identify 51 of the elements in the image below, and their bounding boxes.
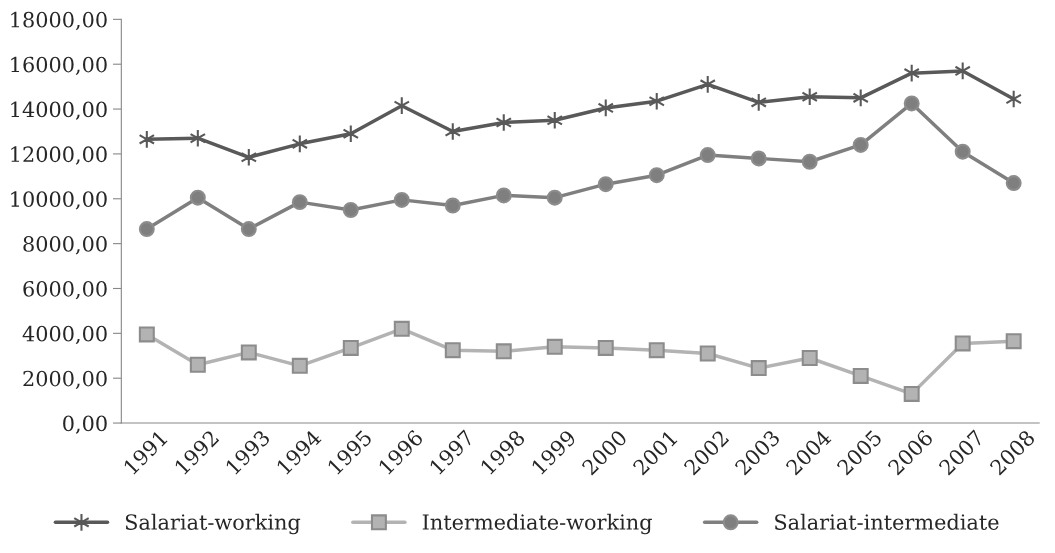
legend-label: Salariat-intermediate [775, 513, 999, 530]
point [546, 189, 563, 206]
y-tick-label: 8000,00 [23, 236, 107, 255]
point [852, 367, 869, 384]
point [240, 344, 257, 361]
point [903, 385, 920, 402]
point [189, 189, 206, 206]
point [1005, 175, 1022, 192]
point [393, 320, 410, 337]
point [852, 136, 869, 153]
y-tick-label: 10000,00 [11, 191, 107, 210]
y-tick-label: 16000,00 [11, 56, 107, 75]
point [240, 221, 257, 238]
point [138, 326, 155, 343]
y-tick-label: 18000,00 [11, 11, 107, 31]
y-tick-label: 14000,00 [11, 101, 107, 120]
point [342, 202, 359, 218]
point [189, 356, 206, 373]
y-tick-label: 0,00 [63, 415, 107, 434]
point [699, 345, 716, 362]
point [699, 147, 716, 164]
y-tick-label: 4000,00 [22, 325, 107, 345]
point [801, 350, 818, 366]
point [750, 360, 767, 377]
point [495, 187, 512, 204]
point [648, 167, 665, 184]
legend-label: Intermediate-working [422, 513, 652, 535]
y-tick-label: 12000,00 [11, 146, 107, 165]
point [750, 92, 767, 112]
point [444, 197, 461, 214]
point [954, 143, 971, 160]
legend-label: Salariat-working [125, 513, 301, 535]
point [648, 342, 665, 359]
point [597, 339, 614, 356]
point [954, 335, 971, 352]
point [597, 176, 614, 193]
point [189, 128, 207, 148]
point [801, 153, 818, 170]
point [1005, 333, 1022, 350]
y-tick-label: 6000,00 [23, 280, 107, 300]
y-tick-label: 2000,00 [23, 370, 107, 389]
point [444, 342, 461, 359]
point [546, 338, 563, 355]
point [903, 95, 920, 112]
point [750, 150, 767, 167]
point [138, 221, 155, 238]
point [291, 357, 308, 374]
point [393, 191, 410, 208]
point [495, 343, 512, 360]
point [342, 339, 359, 356]
point [291, 194, 308, 211]
